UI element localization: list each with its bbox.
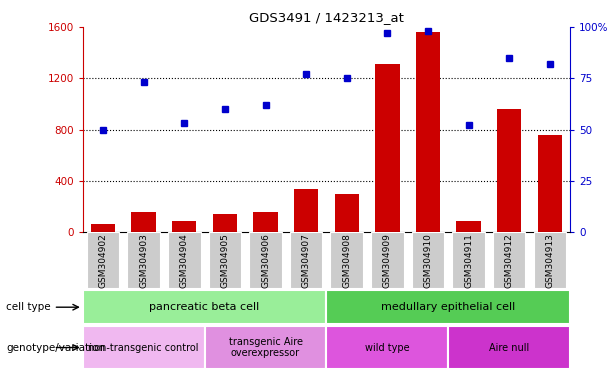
FancyBboxPatch shape [208,232,241,288]
Text: GSM304912: GSM304912 [504,233,514,288]
Text: GSM304902: GSM304902 [99,233,107,288]
Text: Aire null: Aire null [489,343,529,353]
Title: GDS3491 / 1423213_at: GDS3491 / 1423213_at [249,11,404,24]
Bar [416,32,440,232]
Text: medullary epithelial cell: medullary epithelial cell [381,302,516,312]
FancyBboxPatch shape [330,232,363,288]
FancyBboxPatch shape [448,326,570,369]
Text: GSM304905: GSM304905 [221,233,229,288]
Text: transgenic Aire
overexpressor: transgenic Aire overexpressor [229,337,302,358]
FancyBboxPatch shape [327,326,448,369]
Text: GSM304909: GSM304909 [383,233,392,288]
FancyBboxPatch shape [87,232,120,288]
Bar [91,224,115,232]
Text: GSM304908: GSM304908 [342,233,351,288]
Bar [335,194,359,232]
FancyBboxPatch shape [290,232,322,288]
Text: GSM304913: GSM304913 [546,233,554,288]
FancyBboxPatch shape [128,232,160,288]
Bar [172,221,197,232]
Bar [457,221,481,232]
Text: non-transgenic control: non-transgenic control [88,343,199,353]
Bar [538,135,562,232]
FancyBboxPatch shape [327,290,570,324]
FancyBboxPatch shape [371,232,403,288]
FancyBboxPatch shape [83,290,327,324]
Text: pancreatic beta cell: pancreatic beta cell [150,302,260,312]
FancyBboxPatch shape [168,232,200,288]
FancyBboxPatch shape [249,232,282,288]
Bar [294,189,318,232]
Bar [213,214,237,232]
FancyBboxPatch shape [533,232,566,288]
Text: GSM304903: GSM304903 [139,233,148,288]
Text: GSM304906: GSM304906 [261,233,270,288]
FancyBboxPatch shape [83,326,205,369]
FancyBboxPatch shape [452,232,485,288]
Bar [375,64,400,232]
FancyBboxPatch shape [412,232,444,288]
Text: wild type: wild type [365,343,409,353]
Text: GSM304907: GSM304907 [302,233,311,288]
Text: GSM304904: GSM304904 [180,233,189,288]
Text: cell type: cell type [6,302,51,312]
Bar [132,212,156,232]
Bar [497,109,522,232]
FancyBboxPatch shape [493,232,525,288]
Bar [253,212,278,232]
Text: genotype/variation: genotype/variation [6,343,105,353]
Text: GSM304910: GSM304910 [424,233,432,288]
Text: GSM304911: GSM304911 [464,233,473,288]
FancyBboxPatch shape [205,326,327,369]
